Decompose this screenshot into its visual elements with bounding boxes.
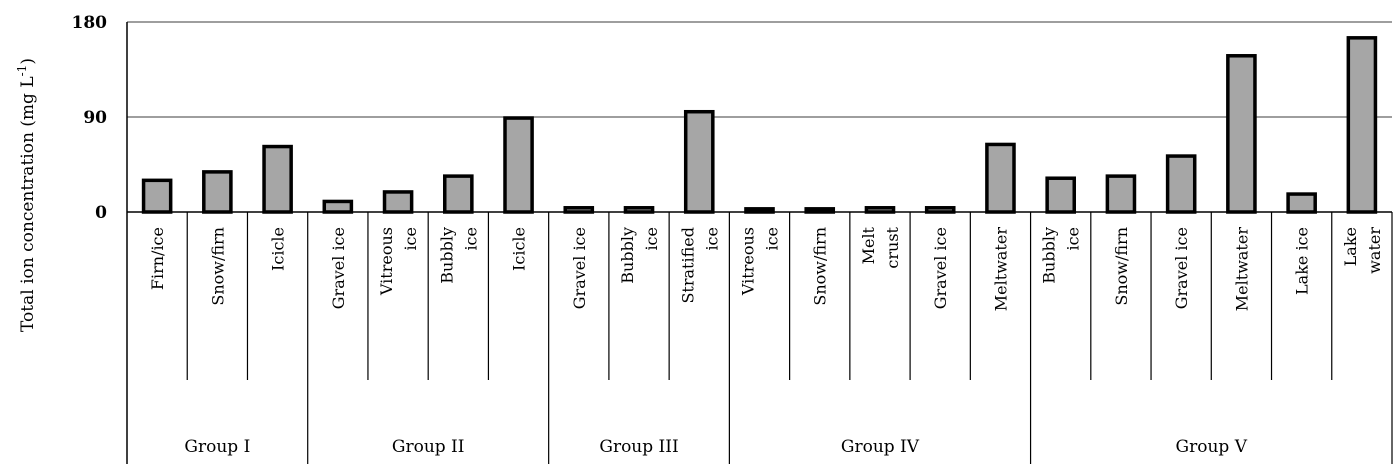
group-label: Group IV — [841, 437, 920, 457]
category-label: ice — [763, 227, 782, 251]
category-label: Gravel ice — [1172, 227, 1191, 309]
category-label: Snow/firn — [208, 227, 227, 306]
y-axis-title: Total ion concentration (mg L-1) — [15, 58, 38, 332]
category-label: Gravel ice — [570, 227, 589, 309]
category-label: ice — [702, 227, 721, 251]
category-label: Lake — [1341, 227, 1360, 266]
category-label: Snow/firn — [1112, 227, 1131, 306]
bar — [1226, 54, 1257, 214]
category-label: Melt — [859, 226, 878, 264]
category-label: Gravel ice — [329, 227, 348, 309]
bar — [202, 170, 233, 214]
group-label: Group III — [599, 437, 678, 457]
bar — [322, 199, 354, 214]
category-label: Lake ice — [1293, 227, 1312, 295]
category-label: Vitreous — [377, 227, 396, 296]
y-tick-label: 90 — [83, 108, 107, 128]
category-label: Snow/firn — [811, 227, 830, 306]
bar — [1286, 192, 1317, 214]
y-axis-title-text: Total ion concentration (mg L — [18, 76, 38, 332]
category-label: Bubbly — [1040, 227, 1059, 284]
category-dividers — [186, 212, 1393, 464]
bar — [262, 144, 293, 214]
category-label: crust — [883, 226, 902, 268]
category-label: Bubbly — [618, 227, 637, 284]
category-label: Icicle — [269, 227, 288, 271]
y-tick-label: 0 — [95, 203, 107, 223]
y-tick-label: 180 — [72, 13, 108, 33]
gridlines — [127, 21, 1392, 118]
bar — [1105, 174, 1137, 214]
bar — [503, 116, 534, 214]
group-labels: Group I Group II Group III Group IV Group V — [184, 437, 1247, 457]
category-label: Meltwater — [1232, 227, 1251, 312]
bar — [443, 174, 474, 214]
bar — [683, 109, 715, 214]
category-label: Bubbly — [437, 227, 456, 284]
group-label: Group I — [184, 437, 250, 457]
bar — [1045, 176, 1076, 214]
bar — [985, 142, 1016, 214]
bar — [141, 178, 173, 214]
bar — [1165, 154, 1197, 214]
group-label: Group V — [1176, 437, 1248, 457]
category-label: Meltwater — [991, 227, 1010, 312]
category-label: ice — [1064, 227, 1083, 251]
category-label: Gravel ice — [931, 227, 950, 309]
category-label: ice — [642, 227, 661, 251]
bars — [141, 36, 1378, 214]
group-label: Group II — [392, 437, 465, 457]
y-axis-title-superscript: -1 — [15, 65, 29, 77]
category-label: Vitreous — [739, 227, 758, 296]
axes — [126, 22, 1392, 464]
y-tick-labels: 0 90 180 — [72, 13, 108, 223]
category-label: ice — [401, 227, 420, 251]
bar — [382, 190, 414, 214]
category-labels: Firn/ice Snow/firn Icicle Gravel ice Vitreou… — [148, 226, 1384, 311]
category-label: Stratified — [678, 227, 697, 304]
category-label: ice — [461, 227, 480, 251]
category-label: Icicle — [510, 227, 529, 271]
category-label: water — [1365, 227, 1384, 274]
y-axis-title-close: ) — [18, 58, 38, 65]
category-label: Firn/ice — [148, 227, 167, 290]
bar — [1346, 36, 1378, 214]
